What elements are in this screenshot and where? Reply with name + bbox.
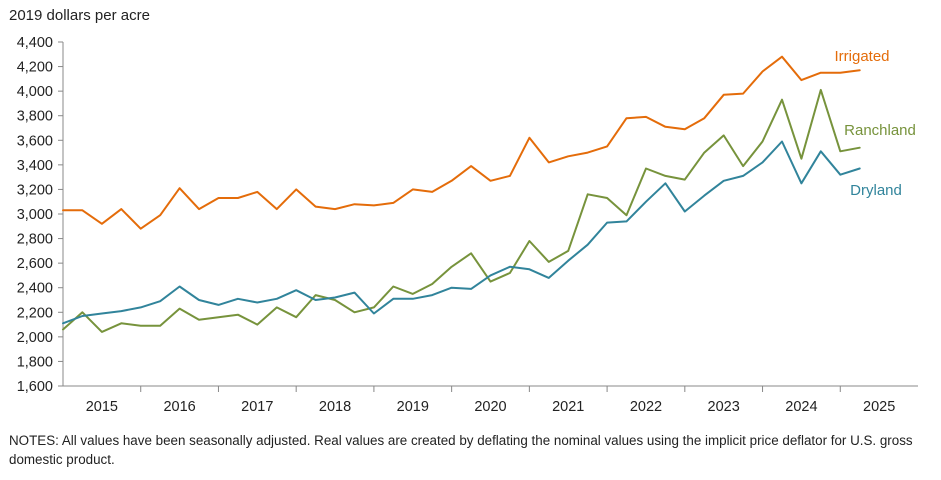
y-axis-label: 2019 dollars per acre (9, 7, 150, 24)
x-tick-label-2017: 2017 (241, 399, 273, 415)
y-tick-label: 3,400 (17, 158, 53, 174)
x-tick-label-2021: 2021 (552, 399, 584, 415)
x-tick-label-2016: 2016 (163, 399, 195, 415)
x-tick-label-2025: 2025 (863, 399, 895, 415)
x-tick-label-2018: 2018 (319, 399, 351, 415)
y-tick-label: 2,200 (17, 305, 53, 321)
y-tick-label: 3,800 (17, 109, 53, 125)
y-tick-label: 4,200 (17, 60, 53, 76)
y-tick-label: 3,600 (17, 133, 53, 149)
series-lines (62, 55, 861, 333)
x-tick-label-2015: 2015 (86, 399, 118, 415)
x-tick-label-2019: 2019 (397, 399, 429, 415)
legend-label-irrigated: Irrigated (834, 48, 889, 65)
y-tick-label: 4,000 (17, 84, 53, 100)
y-tick-label: 3,000 (17, 207, 53, 223)
series-labels: Irrigated Ranchland Dryland (834, 48, 915, 199)
x-tick-label-2023: 2023 (708, 399, 740, 415)
x-tick-label-2024: 2024 (785, 399, 817, 415)
y-axis: 1,600 1,800 2,000 2,200 2,400 2,600 2,800 3,000… (17, 35, 64, 395)
line-chart: 1,600 1,800 2,000 2,200 2,400 2,600 2,800 3,000… (17, 35, 918, 415)
chart-notes: NOTES: All values have been seasonally a… (9, 433, 913, 467)
y-tick-label: 2,000 (17, 330, 53, 346)
legend-label-ranchland: Ranchland (844, 122, 916, 139)
x-axis: 2015 2016 2017 2018 2019 2020 2021 2022 2023 2024… (63, 385, 918, 415)
x-tick-label-2020: 2020 (474, 399, 506, 415)
y-tick-label: 1,600 (17, 379, 53, 395)
y-tick-label: 1,800 (17, 354, 53, 370)
legend-label-dryland: Dryland (850, 182, 902, 199)
series-line-irrigated (62, 55, 861, 230)
series-line-ranchland (62, 88, 861, 333)
y-tick-label: 2,600 (17, 256, 53, 272)
y-tick-label: 2,400 (17, 281, 53, 297)
y-tick-label: 4,400 (17, 35, 53, 51)
y-tick-label: 2,800 (17, 232, 53, 248)
x-tick-label-2022: 2022 (630, 399, 662, 415)
series-line-dryland (62, 140, 861, 325)
y-tick-label: 3,200 (17, 182, 53, 198)
